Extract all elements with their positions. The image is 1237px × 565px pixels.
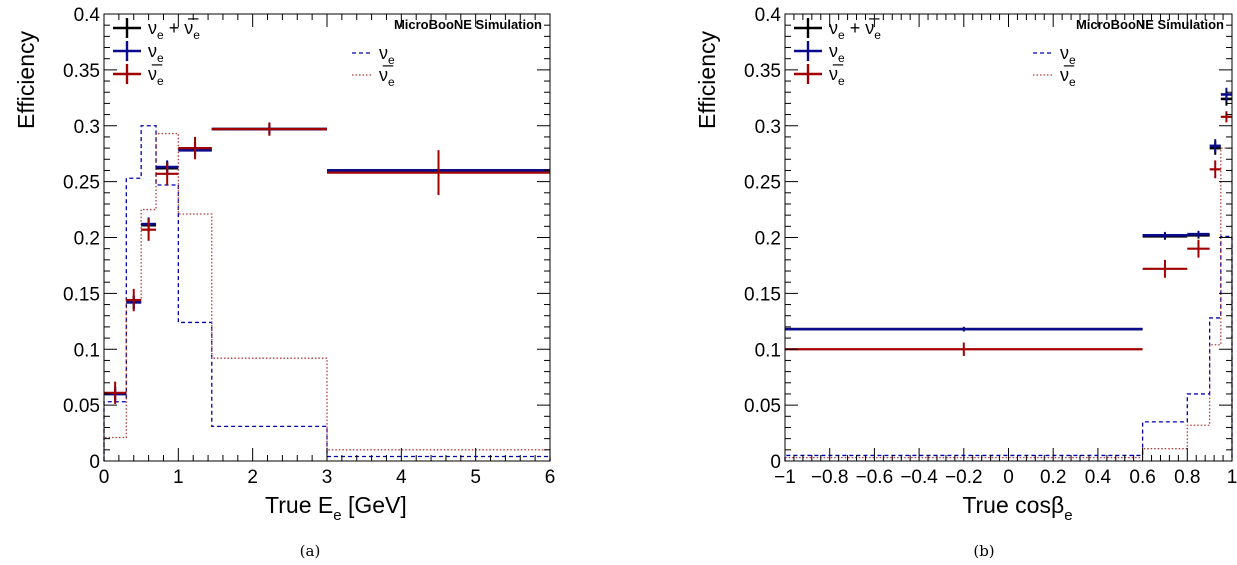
- panel-b: 00.050.10.150.20.250.30.350.4−1 −0.8 −0.6−…: [694, 5, 1237, 560]
- x-axis-label: True Ee [GeV]: [265, 492, 407, 524]
- x-tick-label: 0.2: [1040, 467, 1066, 488]
- legend-label-dotted_red: ν̅e: [1060, 65, 1076, 89]
- x-tick-label: 0: [99, 467, 110, 488]
- x-tick-label: 2: [247, 467, 258, 488]
- y-tick-label: 0.05: [744, 396, 781, 417]
- y-tick-label: 0.25: [744, 173, 781, 194]
- y-tick-label: 0.35: [744, 61, 781, 82]
- y-tick-label: 0.15: [63, 284, 100, 305]
- x-tick-label: 1: [173, 467, 184, 488]
- legend-right: νeν̅e: [352, 43, 395, 89]
- simulation-label: MicroBooNE Simulation: [394, 17, 542, 32]
- x-tick-label: 0.8: [1174, 467, 1200, 488]
- x-tick-label: 1: [1227, 467, 1237, 488]
- series-nue: [785, 87, 1232, 332]
- legend-label-nue: νe: [829, 41, 845, 65]
- y-tick-label: 0: [89, 452, 100, 473]
- y-tick-label: 0.1: [755, 340, 781, 361]
- y-axis-label: Efficiency: [13, 30, 39, 129]
- x-tick-label: 5: [470, 467, 481, 488]
- x-tick-label: −1: [774, 467, 796, 488]
- panel-a: 0 0.05 0.1 0.15 0.2 0.25 0.3 0.35 0.4 0 1 2 3 4 5 6 True…: [13, 5, 555, 560]
- x-tick-label: 0.6: [1129, 467, 1155, 488]
- y-axis-label: Efficiency: [694, 30, 720, 129]
- series-all: [104, 123, 550, 401]
- series-nuebar: [104, 122, 550, 405]
- shape-hist-dashed_blue: [784, 235, 1233, 461]
- y-tick-label: 0.25: [63, 173, 100, 194]
- x-tick-label: 0.4: [1085, 467, 1112, 488]
- x-tick-label: −0.2: [945, 467, 983, 488]
- y-tick-label: 0.4: [755, 5, 782, 26]
- legend-label-dotted_red: ν̅e: [379, 65, 395, 89]
- x-tick-label: 3: [322, 467, 333, 488]
- series-all: [785, 92, 1232, 332]
- simulation-label: MicroBooNE Simulation: [1076, 17, 1224, 32]
- y-tick-label: 0.35: [63, 61, 100, 82]
- shape-hist-dotted_red: [103, 132, 551, 461]
- y-tick-label: 0.3: [74, 117, 100, 138]
- series-nue: [104, 123, 550, 401]
- legend-label-nue: νe: [148, 41, 164, 65]
- legend-label-dashed_blue: νe: [1060, 43, 1076, 67]
- y-tick-label: 0.4: [74, 5, 101, 26]
- x-tick-label: 0: [1003, 467, 1014, 488]
- y-tick-label: 0.05: [63, 396, 100, 417]
- legend-label-nuebar: ν̅e: [148, 64, 164, 88]
- x-tick-label: 4: [396, 467, 407, 488]
- y-tick-label: 0.2: [74, 229, 100, 250]
- legend-right: νeν̅e: [1033, 43, 1076, 89]
- x-tick-label: −0.8: [811, 467, 849, 488]
- legend-label-dashed_blue: νe: [379, 43, 395, 67]
- x-tick-label: −0.4: [900, 467, 938, 488]
- legend-label-all: νe + ν̅e: [148, 18, 200, 42]
- plot-frame: [103, 13, 551, 462]
- y-tick-label: 0.1: [74, 340, 100, 361]
- y-tick-label: 0.3: [755, 117, 781, 138]
- legend-label-nuebar: ν̅e: [829, 64, 845, 88]
- panel-caption: (a): [300, 542, 321, 560]
- x-tick-label: −0.6: [856, 467, 894, 488]
- shape-hist-dashed_blue: [103, 125, 551, 461]
- legend-label-all: νe + ν̅e: [829, 18, 881, 42]
- series-nuebar: [785, 111, 1232, 356]
- x-axis-label: True cosβe: [962, 492, 1072, 524]
- y-tick-label: 0: [770, 452, 781, 473]
- y-tick-label: 0.15: [744, 284, 781, 305]
- panel-caption: (b): [973, 542, 994, 560]
- x-tick-label: 6: [545, 467, 556, 488]
- y-tick-label: 0.2: [755, 229, 781, 250]
- shape-hist-dotted_red: [784, 147, 1233, 461]
